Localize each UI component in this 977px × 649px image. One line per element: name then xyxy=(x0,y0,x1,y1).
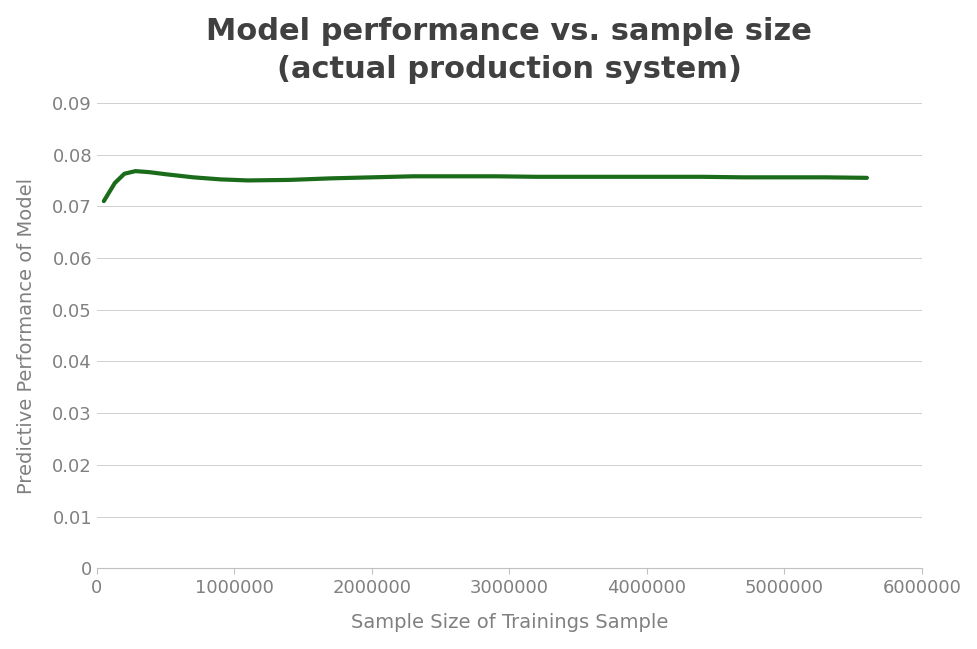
X-axis label: Sample Size of Trainings Sample: Sample Size of Trainings Sample xyxy=(351,613,667,632)
Title: Model performance vs. sample size
(actual production system): Model performance vs. sample size (actua… xyxy=(206,17,812,84)
Y-axis label: Predictive Performance of Model: Predictive Performance of Model xyxy=(17,177,35,494)
